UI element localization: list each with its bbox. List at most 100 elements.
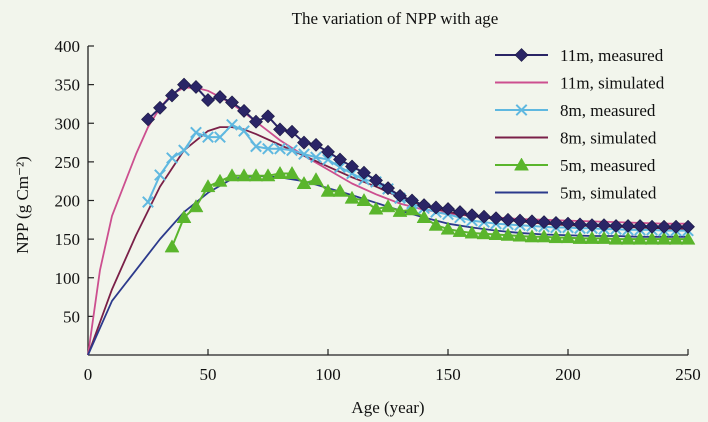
triangle-marker [560,230,576,244]
diamond-marker [513,213,527,228]
x-marker [190,126,202,139]
diamond-marker [321,144,335,159]
x-tick-label: 250 [675,365,701,384]
triangle-marker [296,176,312,190]
x-marker [250,140,262,153]
x-axis-label: Age (year) [351,398,424,417]
x-marker [226,118,238,131]
diamond-marker [441,202,455,216]
diamond-marker [213,90,227,104]
x-marker-stroke [154,169,166,181]
triangle-marker [620,231,636,245]
legend-label: 8m, simulated [560,129,657,148]
series-0 [141,77,695,234]
triangle-marker [320,183,336,197]
triangle-marker [212,173,228,187]
triangle-marker [440,221,456,235]
triangle-marker [596,230,612,244]
legend-label: 8m, measured [560,101,656,120]
diamond-marker [657,219,671,234]
diamond-marker [309,137,323,152]
diamond-marker [357,165,371,180]
diamond-marker [465,208,479,223]
y-tick-label: 150 [55,230,81,249]
series-layer [87,77,696,356]
diamond-marker [189,80,203,94]
diamond-marker [261,109,275,124]
y-tick-label: 300 [55,114,81,133]
triangle-marker [488,226,504,240]
x-marker-stroke [226,118,238,131]
triangle-marker [452,223,468,237]
x-marker [214,131,226,144]
diamond-marker [561,216,575,231]
triangle-marker [344,190,360,204]
y-tick-label: 200 [55,192,81,211]
diamond-marker [417,198,431,213]
diamond-marker [285,124,299,139]
x-marker [358,173,370,186]
x-marker [202,131,214,144]
triangle-marker [188,199,204,213]
legend-entry: 11m, measured [495,46,664,65]
diamond-marker [369,173,383,188]
diamond-marker [333,152,347,167]
x-marker-stroke [178,144,190,157]
triangle-marker [632,231,648,245]
x-marker-stroke [515,104,528,116]
diamond-marker [201,93,215,107]
diamond-marker [297,135,311,150]
triangle-marker [514,157,529,171]
x-marker-stroke [334,161,346,174]
diamond-marker [669,219,683,234]
legend-label: 11m, measured [560,46,664,65]
x-marker [286,144,298,157]
y-axis-label: NPP (g Cm⁻²) [13,156,32,254]
x-marker [346,167,358,180]
triangle-marker [476,226,492,240]
legend-label: 5m, measured [560,156,656,175]
triangle-marker [392,203,408,217]
x-marker-stroke [322,153,334,166]
x-tick-label: 150 [435,365,461,384]
diamond-marker [165,88,179,103]
y-tick-label: 50 [63,307,80,326]
x-marker [142,196,154,208]
triangle-marker [584,230,600,244]
triangle-marker [608,231,624,245]
triangle-marker [368,201,384,215]
y-tick-label: 250 [55,153,81,172]
y-tick-label: 400 [55,37,81,56]
triangle-marker [656,231,672,245]
diamond-marker [249,114,263,129]
diamond-marker [141,112,155,127]
triangle-marker [248,168,264,182]
x-marker-stroke [214,131,226,144]
triangle-marker [332,183,348,197]
y-tick-label: 100 [55,269,81,288]
x-marker-stroke [142,196,154,208]
triangle-marker [416,209,432,223]
diamond-marker [585,218,599,233]
legend: 11m, measured 11m, simulated 8m, measured 8… [495,46,665,203]
diamond-marker [489,211,503,226]
diamond-marker [177,77,191,92]
x-marker-stroke [346,167,358,180]
legend-entry: 5m, simulated [495,184,657,203]
x-tick-label: 0 [84,365,93,384]
diamond-marker [645,219,659,234]
x-marker [154,169,166,181]
x-marker [298,148,310,161]
triangle-marker [380,199,396,213]
y-tick-label: 350 [55,76,81,95]
diamond-marker [429,200,443,215]
triangle-marker [644,231,660,245]
diamond-marker [501,212,515,227]
x-marker [334,161,346,174]
x-marker-stroke [250,140,262,153]
triangle-marker [272,165,288,179]
triangle-marker [668,231,684,245]
diamond-marker [453,205,467,220]
x-marker [310,151,322,164]
triangle-marker [464,225,480,239]
